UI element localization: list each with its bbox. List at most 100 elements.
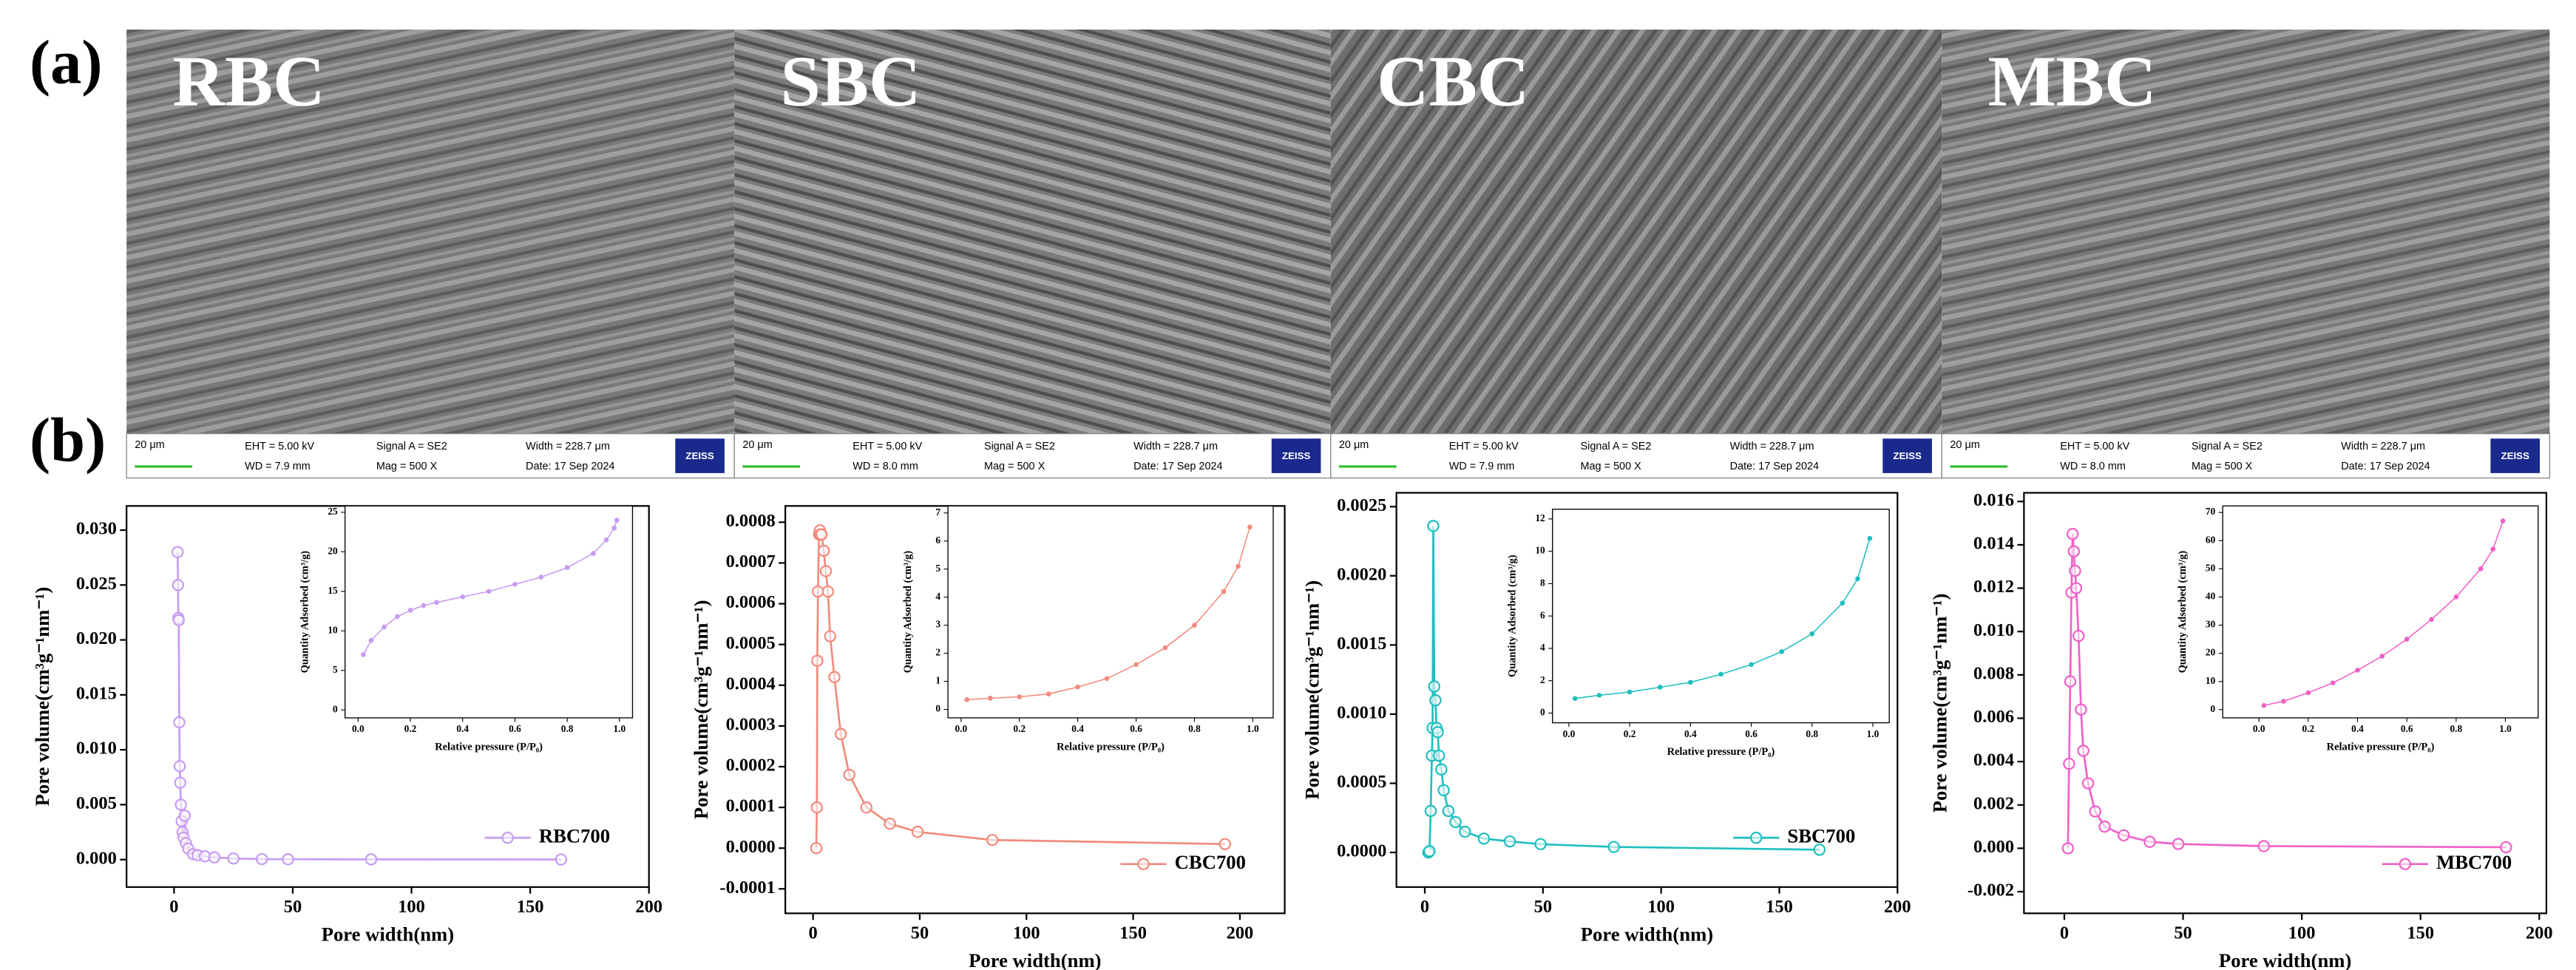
data-point xyxy=(172,614,186,627)
data-point xyxy=(1428,680,1441,693)
series-line xyxy=(966,526,1251,701)
y-tick-label: 0.030 xyxy=(76,519,117,539)
y-tick-label: 0.0004 xyxy=(726,674,776,693)
data-point xyxy=(555,853,568,866)
sem-logo-box xyxy=(675,438,725,473)
sem-scale: 20 μm xyxy=(1339,439,1369,451)
x-tick-label: 50 xyxy=(2174,923,2192,943)
legend-label: RBC700 xyxy=(539,824,610,847)
data-point xyxy=(1840,600,1845,606)
sem-info-bar xyxy=(733,433,1332,479)
data-point xyxy=(173,760,186,773)
data-point xyxy=(2355,668,2360,673)
x-tick-label: 0.8 xyxy=(1806,728,1818,739)
y-tick-label: 6 xyxy=(1540,609,1545,620)
data-point xyxy=(2070,582,2083,594)
x-tick-label: 100 xyxy=(1647,897,1675,917)
data-point xyxy=(2064,675,2077,688)
data-point xyxy=(368,637,374,643)
data-point xyxy=(1534,838,1547,851)
y-tick-label: 0.0005 xyxy=(726,633,776,653)
sem-date: Date: 17 Sep 2024 xyxy=(1133,461,1222,472)
x-tick-label: 0.2 xyxy=(404,723,417,734)
y-tick-label: 8 xyxy=(1540,577,1545,588)
data-point xyxy=(1218,838,1231,850)
y-tick-label: 0.000 xyxy=(76,848,117,868)
data-point xyxy=(361,652,366,657)
data-point xyxy=(255,852,268,866)
y-tick-label: 2 xyxy=(1540,674,1545,685)
y-tick-label: 4 xyxy=(1540,642,1545,653)
data-point xyxy=(1424,804,1437,818)
y-tick-label: 5 xyxy=(333,664,338,675)
sem-eht: EHT = 5.00 kV xyxy=(2060,441,2129,452)
data-point xyxy=(407,608,413,613)
sem-image xyxy=(734,29,1331,434)
sem-width: Width = 228.7 μm xyxy=(1730,441,1814,452)
y-tick-label: 0.010 xyxy=(1973,620,2014,640)
x-tick-label: 100 xyxy=(1013,923,1040,943)
data-point xyxy=(828,671,841,683)
legend-marker xyxy=(1137,858,1150,870)
y-tick-label: 3 xyxy=(935,619,940,630)
sem-mag: Mag = 500 X xyxy=(376,461,438,472)
y-tick-label: 0.0008 xyxy=(726,511,776,531)
x-axis-label: Pore width(nm) xyxy=(2219,949,2351,970)
x-tick-label: 150 xyxy=(517,897,544,917)
data-point xyxy=(1688,679,1693,685)
data-point xyxy=(1867,535,1873,541)
x-tick-label: 0.2 xyxy=(1013,723,1026,734)
data-point xyxy=(1596,693,1602,698)
y-tick-label: 0.020 xyxy=(76,628,117,648)
data-point xyxy=(815,528,828,541)
x-tick-label: 100 xyxy=(398,897,425,917)
data-point xyxy=(1221,589,1227,594)
data-point xyxy=(172,579,185,591)
y-tick-label: 0.016 xyxy=(1973,490,2014,510)
x-tick-label: 0.0 xyxy=(1563,728,1576,739)
data-point xyxy=(434,600,439,606)
data-point xyxy=(1075,684,1080,690)
data-point xyxy=(1749,662,1754,668)
data-point xyxy=(1459,825,1471,838)
data-point xyxy=(1607,841,1620,853)
data-point xyxy=(911,825,924,838)
x-tick-label: 50 xyxy=(911,923,929,943)
y-tick-label: 6 xyxy=(935,535,940,546)
y-tick-label: 0.0002 xyxy=(726,756,776,776)
y-tick-label: -0.0001 xyxy=(719,878,775,898)
y-tick-label: 0.015 xyxy=(76,683,117,703)
data-point xyxy=(1477,832,1491,845)
series-line xyxy=(1575,537,1871,699)
x-tick-label: 0.6 xyxy=(1130,723,1142,734)
data-point xyxy=(1017,694,1023,699)
y-tick-label: 0 xyxy=(935,703,940,714)
data-point xyxy=(884,817,896,830)
panel-label: (b) xyxy=(30,407,106,475)
x-tick-label: 0.8 xyxy=(1188,723,1201,734)
data-point xyxy=(603,537,609,543)
x-axis-label: Relative pressure (P/P₀) xyxy=(2327,741,2435,753)
y-tick-label: 0.0005 xyxy=(1337,772,1386,792)
x-tick-label: 0.2 xyxy=(1624,728,1636,739)
inset-chart: 0.0 0.2 0.4 0.6 0.8 1.0 0 10 20 30 40 50 60 70 Relativ… xyxy=(2177,505,2539,753)
sem-logo: ZEISS xyxy=(1282,450,1311,461)
data-point xyxy=(1236,563,1241,569)
data-point xyxy=(2069,564,2081,577)
data-point xyxy=(171,546,184,558)
x-tick-label: 0.4 xyxy=(2351,723,2364,734)
y-tick-label: 15 xyxy=(328,585,338,596)
data-point xyxy=(486,589,492,594)
data-point xyxy=(174,798,187,811)
y-tick-label: 30 xyxy=(2206,619,2216,630)
sem-wd: WD = 7.9 mm xyxy=(245,461,311,472)
data-point xyxy=(1423,844,1436,858)
data-point xyxy=(2429,617,2434,623)
data-point xyxy=(1809,631,1815,637)
y-tick-label: 1 xyxy=(935,675,940,686)
data-point xyxy=(2143,835,2156,848)
data-point xyxy=(2098,820,2111,833)
x-tick-label: 1.0 xyxy=(2499,723,2512,734)
y-tick-label: 0.025 xyxy=(76,574,117,594)
data-point xyxy=(1045,691,1051,697)
